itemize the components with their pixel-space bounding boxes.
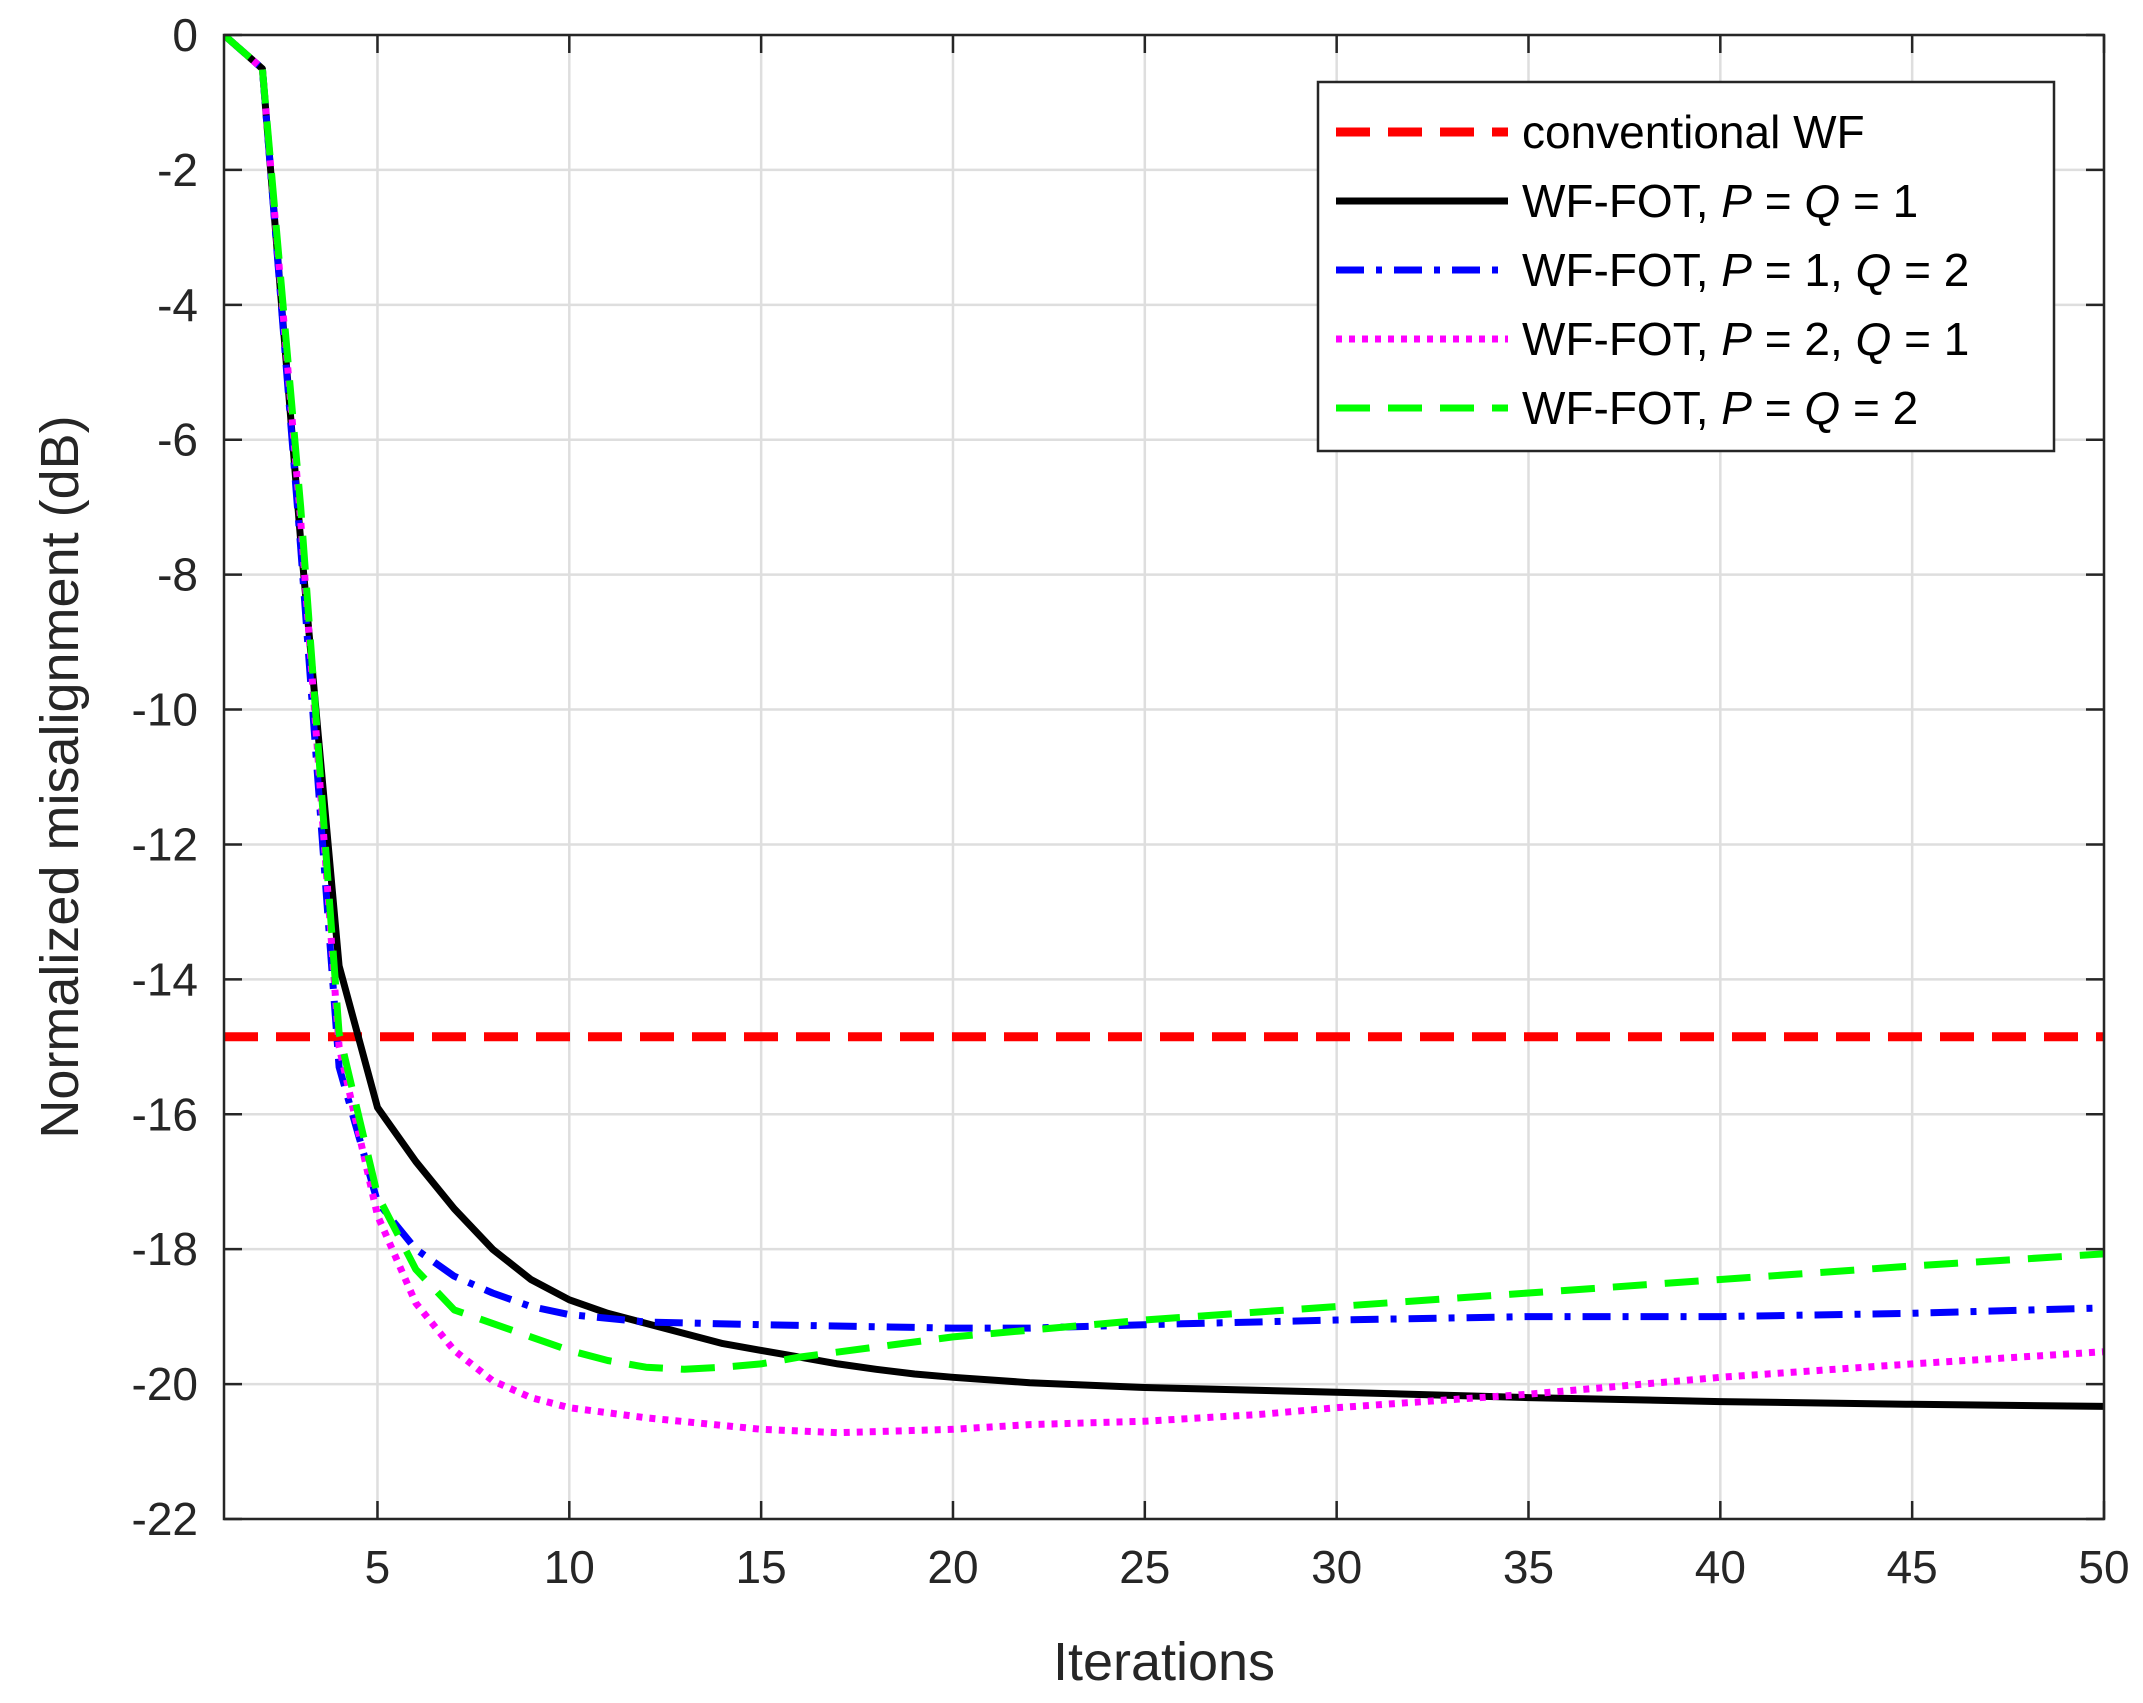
x-tick-label: 45 (1887, 1541, 1938, 1593)
x-tick-label: 20 (927, 1541, 978, 1593)
plot-area (224, 35, 2104, 1437)
x-axis-label: Iterations (1053, 1632, 1275, 1692)
y-tick-label: -18 (132, 1223, 198, 1275)
series-line-2 (224, 35, 2104, 1410)
y-tick-label: -14 (132, 953, 198, 1005)
x-tick-label: 35 (1503, 1541, 1554, 1593)
legend-label-5: WF-FOT, P = Q = 2 (1522, 382, 1918, 434)
legend-label-1: conventional WF (1522, 106, 1865, 158)
y-tick-label: -6 (157, 414, 198, 466)
y-axis-label: Normalized misalignment (dB) (30, 415, 90, 1138)
y-tick-label: -20 (132, 1358, 198, 1410)
y-tick-label: -4 (157, 279, 198, 331)
series-line-4 (224, 35, 2104, 1437)
axes-box (222, 33, 2106, 1521)
legend-label-2: WF-FOT, P = Q = 1 (1522, 175, 1918, 227)
series-line-5 (224, 35, 2104, 1373)
y-tick-label: -12 (132, 818, 198, 870)
x-tick-label: 10 (544, 1541, 595, 1593)
y-tick-label: -22 (132, 1493, 198, 1545)
x-tick-label: 40 (1695, 1541, 1746, 1593)
x-tick-label: 30 (1311, 1541, 1362, 1593)
y-tick-label: -2 (157, 144, 198, 196)
axis-tick-labels: 5 10 15 20 25 30 35 40 45 50 0 -2 -4 -6 -8 -10 -12 -14 -16… (132, 9, 2130, 1593)
x-tick-label: 25 (1119, 1541, 1170, 1593)
x-tick-label: 5 (365, 1541, 391, 1593)
y-tick-label: -16 (132, 1088, 198, 1140)
x-tick-label: 15 (736, 1541, 787, 1593)
legend-label-4: WF-FOT, P = 2, Q = 1 (1522, 313, 1969, 365)
legend: conventional WF WF-FOT, P = Q = 1 WF-FOT, … (1316, 80, 2056, 453)
axis-ticks (224, 33, 2106, 1521)
legend-label-3: WF-FOT, P = 1, Q = 2 (1522, 244, 1969, 296)
y-tick-label: -8 (157, 549, 198, 601)
series-line-3 (224, 35, 2104, 1332)
y-tick-label: -10 (132, 684, 198, 736)
x-tick-label: 50 (2078, 1541, 2129, 1593)
y-tick-label: 0 (172, 9, 198, 61)
legend-box (1316, 80, 2056, 453)
